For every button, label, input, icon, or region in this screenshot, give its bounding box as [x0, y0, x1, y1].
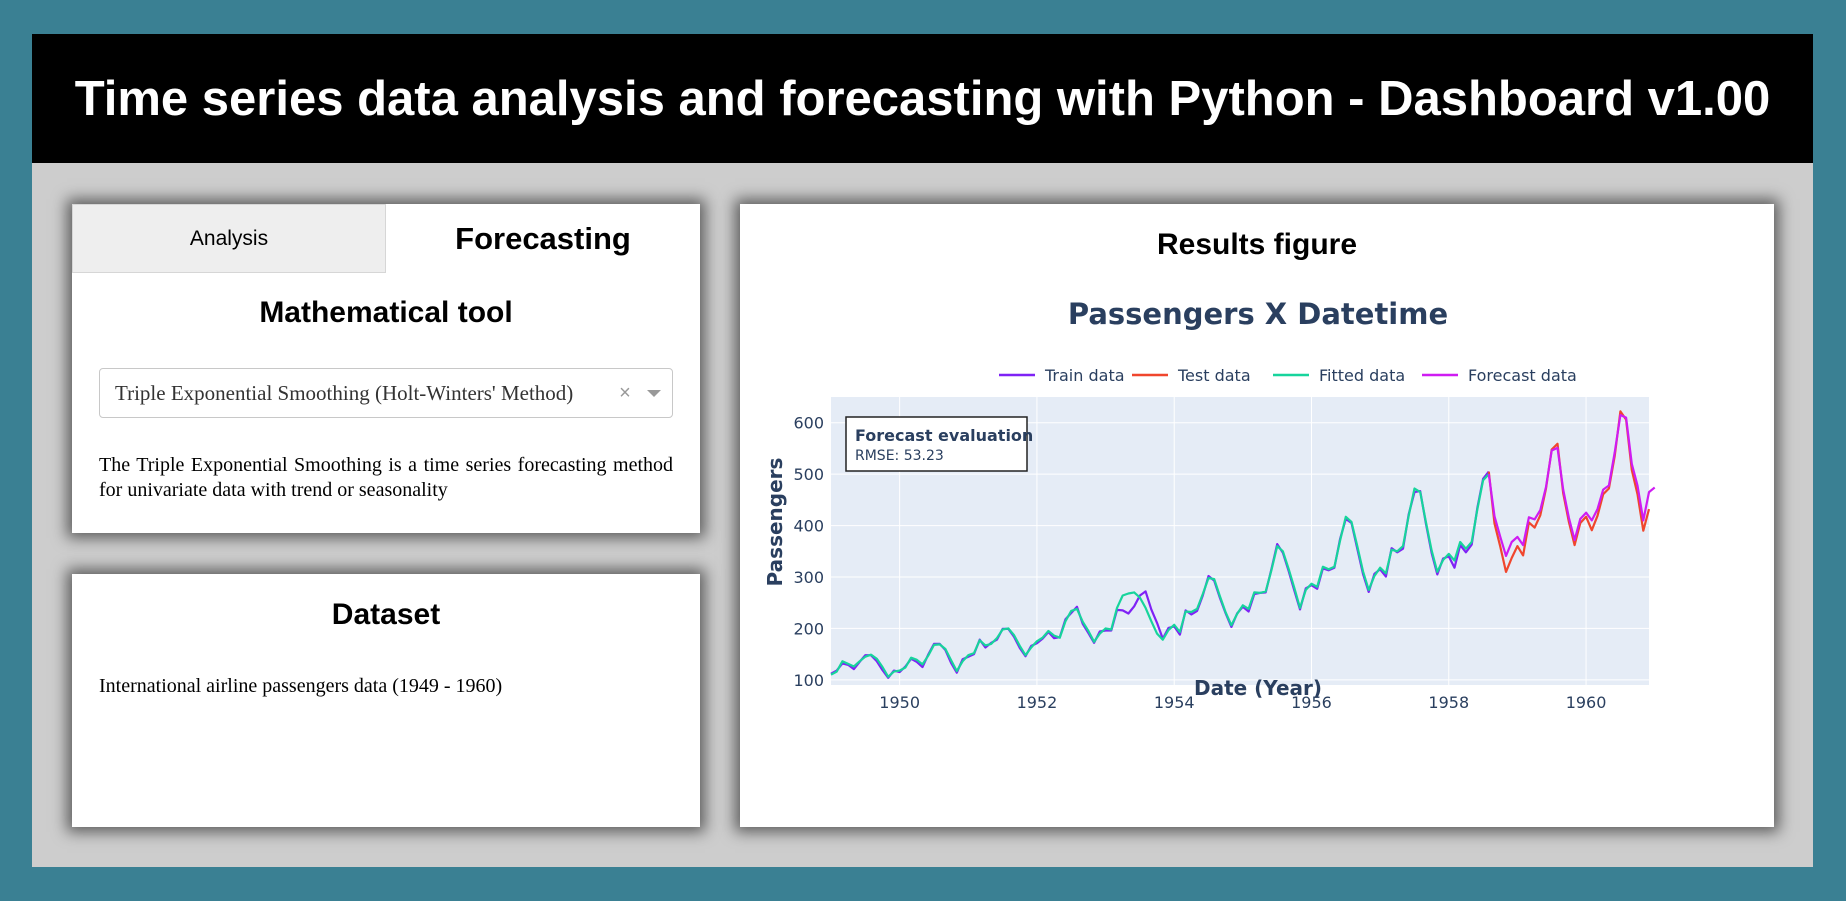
- chart-lines: [830, 410, 1656, 679]
- y-tick-label: 300: [793, 568, 824, 587]
- y-tick-label: 400: [793, 517, 824, 536]
- tool-panel-title: Mathematical tool: [259, 296, 513, 329]
- legend-label: Test data: [1177, 366, 1251, 385]
- tool-panel: Analysis Forecasting Mathematical tool T…: [72, 204, 700, 533]
- results-chart[interactable]: Passengers X Datetime Train data Test dat…: [740, 204, 1774, 827]
- chevron-down-icon[interactable]: [636, 389, 672, 397]
- y-axis-ticks: 100 200 300 400 500 600: [793, 414, 824, 690]
- y-tick-label: 500: [793, 465, 824, 484]
- annotation-text: RMSE: 53.23: [855, 448, 944, 464]
- results-panel: Results figure Passengers X Datetime Tra…: [740, 204, 1774, 827]
- chart-legend[interactable]: Train data Test data Fitted data Forecast d…: [999, 366, 1577, 385]
- y-axis-label: Passengers: [763, 458, 787, 587]
- x-tick-label: 1956: [1291, 693, 1332, 712]
- x-tick-label: 1952: [1017, 693, 1058, 712]
- legend-label: Forecast data: [1468, 366, 1577, 385]
- tab-analysis[interactable]: Analysis: [72, 204, 386, 273]
- x-tick-label: 1954: [1154, 693, 1195, 712]
- series-line-forecast-data: [1487, 413, 1656, 557]
- tool-dropdown[interactable]: Triple Exponential Smoothing (Holt-Winte…: [99, 368, 673, 418]
- clear-icon[interactable]: ×: [619, 381, 631, 404]
- y-tick-label: 600: [793, 414, 824, 433]
- tool-description: The Triple Exponential Smoothing is a ti…: [99, 454, 673, 501]
- x-axis-label: Date (Year): [1194, 676, 1322, 700]
- x-tick-label: 1960: [1566, 693, 1607, 712]
- dashboard-title: Time series data analysis and forecastin…: [74, 71, 1771, 126]
- dataset-panel: Dataset International airline passengers…: [72, 574, 700, 827]
- annotation-title: Forecast evaluation: [855, 426, 1033, 445]
- x-tick-label: 1950: [879, 693, 920, 712]
- dashboard-header: Time series data analysis and forecastin…: [32, 34, 1813, 163]
- dataset-panel-title: Dataset: [331, 598, 441, 631]
- results-panel-title: Results figure: [1156, 228, 1358, 261]
- legend-label: Train data: [1044, 366, 1125, 385]
- y-tick-label: 100: [793, 671, 824, 690]
- annotation-box: [845, 416, 1028, 472]
- x-tick-label: 1958: [1428, 693, 1469, 712]
- tool-dropdown-value: Triple Exponential Smoothing (Holt-Winte…: [115, 380, 574, 405]
- dashboard-frame: Time series data analysis and forecastin…: [32, 34, 1813, 867]
- x-axis-ticks: 1950 1952 1954 1956 1958 1960: [879, 693, 1606, 712]
- series-line-fitted-data: [830, 473, 1490, 678]
- tab-forecasting[interactable]: Forecasting: [386, 204, 700, 273]
- y-tick-label: 200: [793, 619, 824, 638]
- tab-bar: Analysis Forecasting: [72, 204, 700, 273]
- chart-title: Passengers X Datetime: [1068, 297, 1448, 331]
- forecast-evaluation-annotation: Forecast evaluation RMSE: 53.23: [845, 416, 1033, 472]
- legend-label: Fitted data: [1319, 366, 1405, 385]
- dataset-description: International airline passengers data (1…: [99, 675, 503, 697]
